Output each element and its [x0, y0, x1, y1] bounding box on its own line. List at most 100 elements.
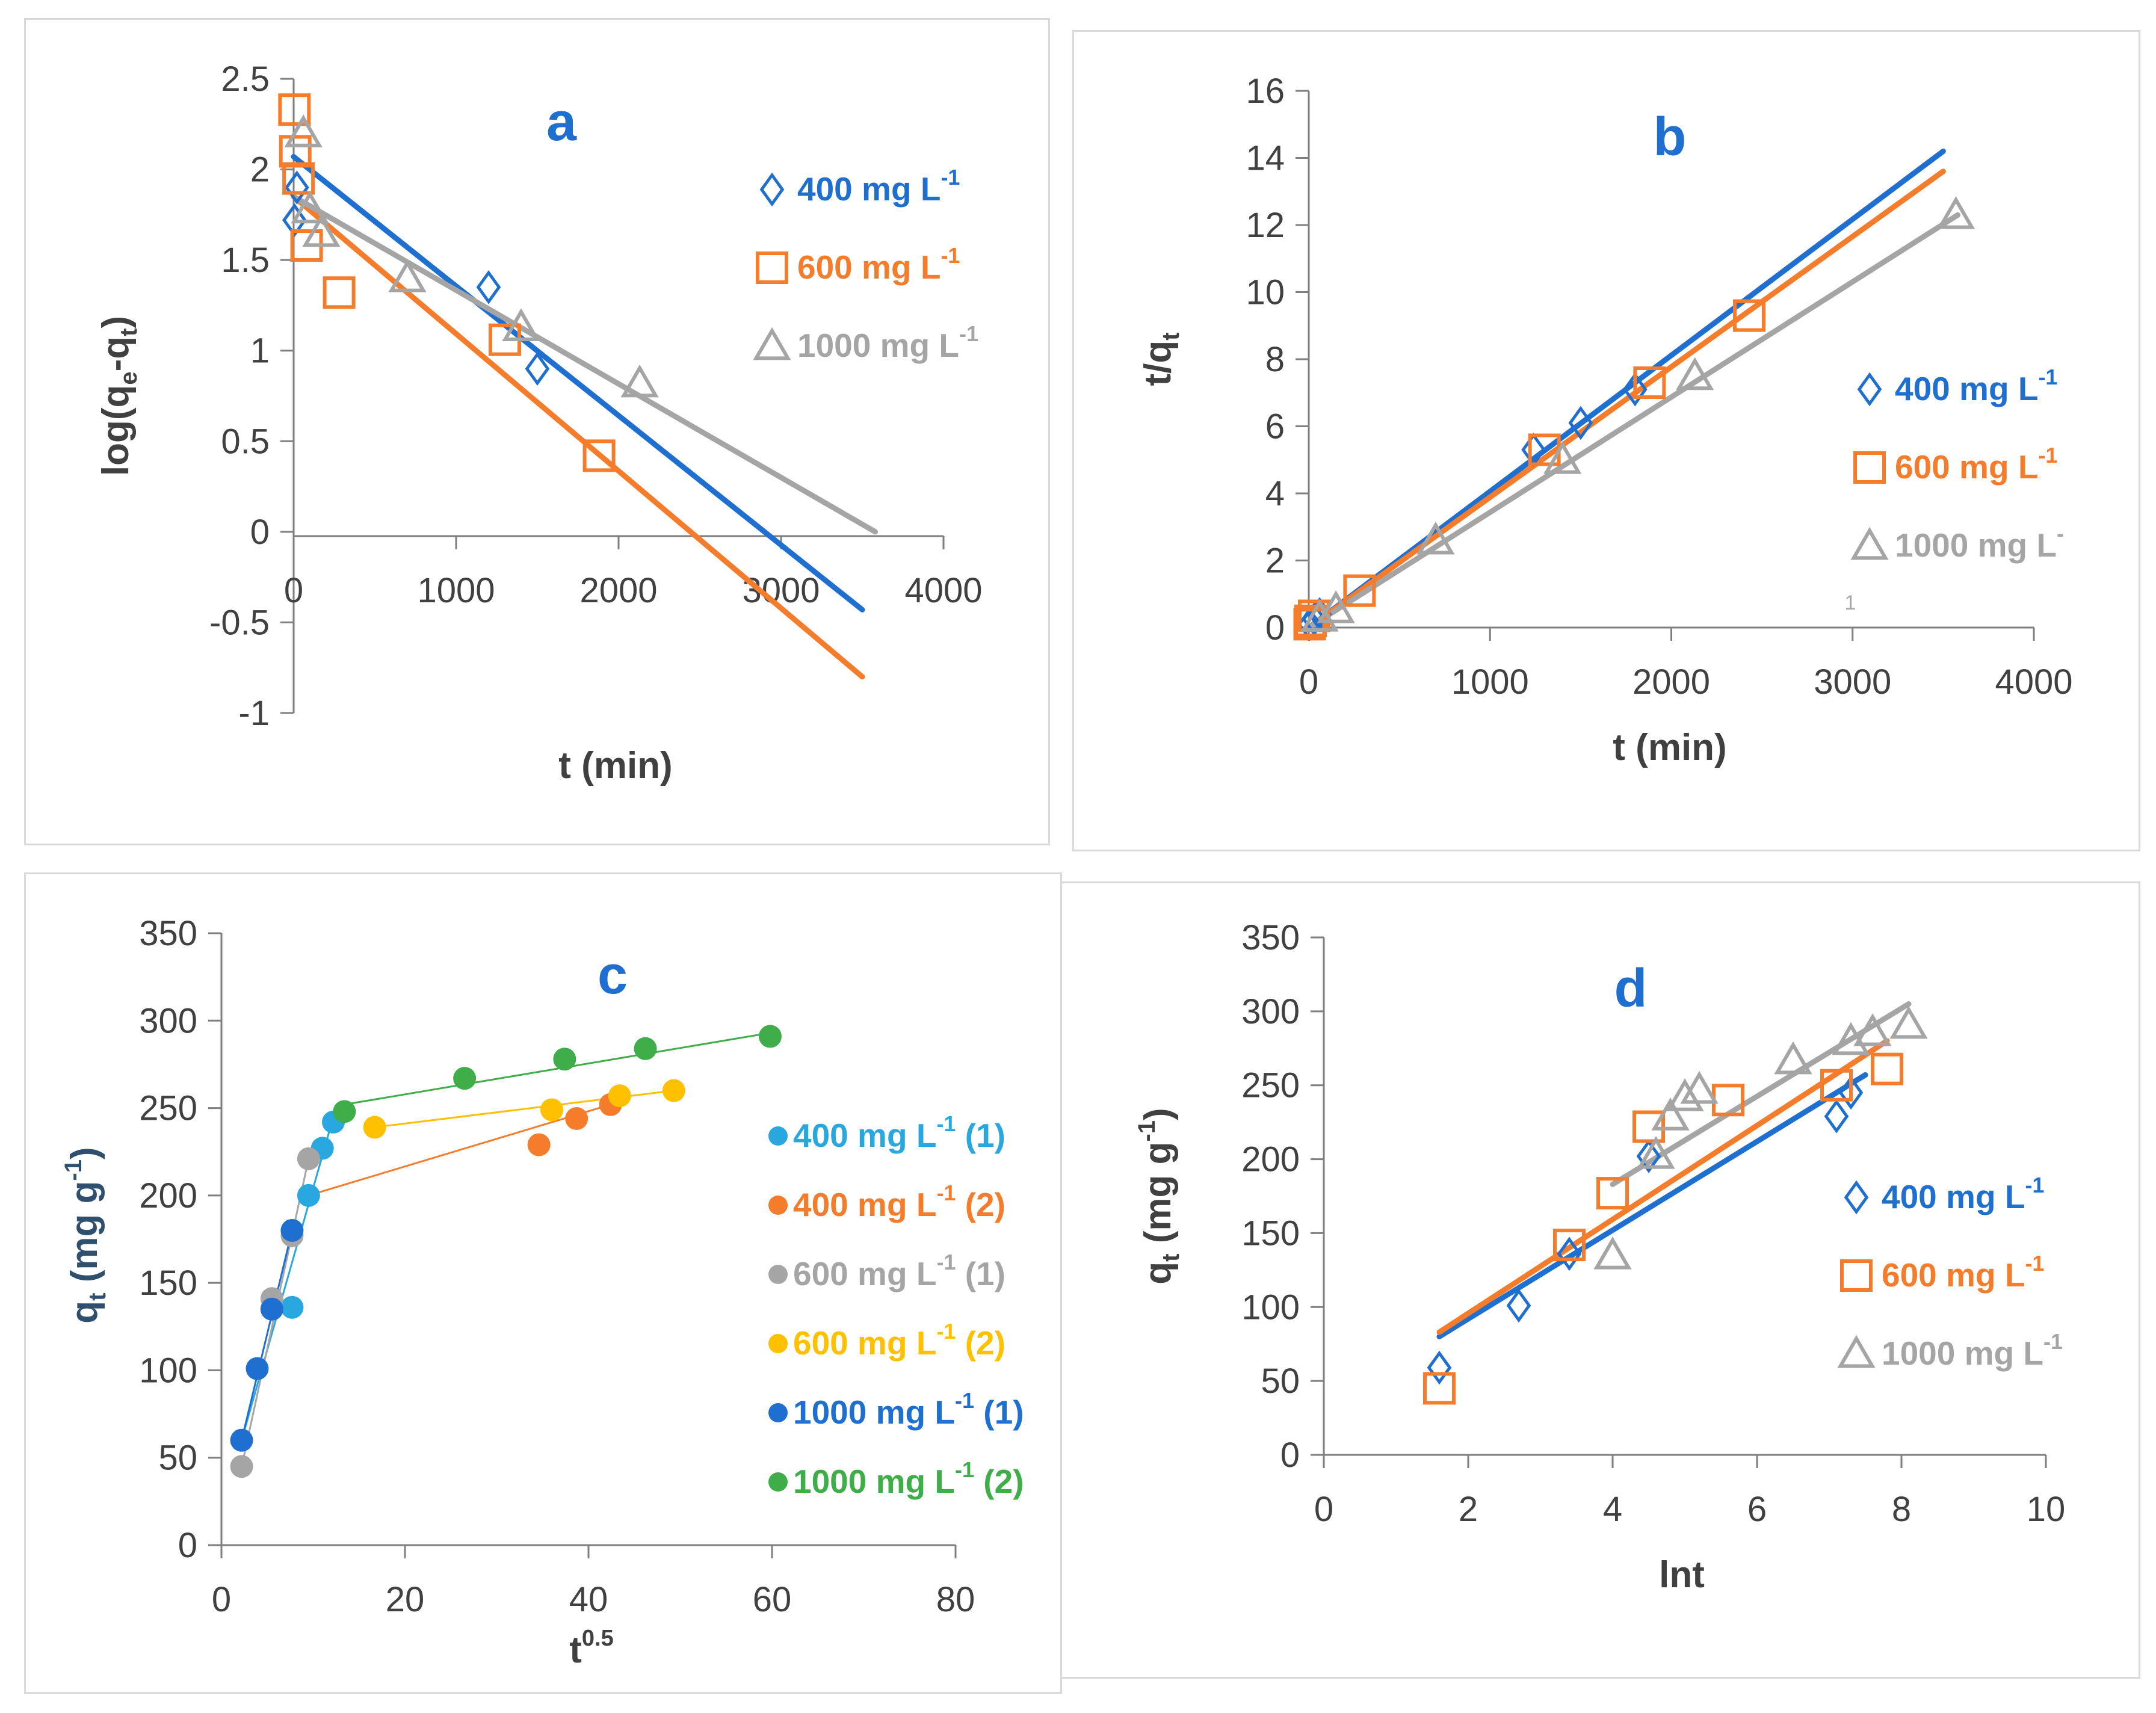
x-tick-label: 10 [2027, 1490, 2066, 1529]
data-point [1543, 441, 1582, 474]
x-tick-label: 60 [753, 1580, 792, 1619]
data-point [282, 203, 307, 238]
trend-line [241, 1116, 335, 1442]
y-tick-label: 300 [1241, 992, 1300, 1031]
y-axis-label: t/qt [1137, 332, 1184, 386]
trend-line [291, 153, 865, 613]
y-tick-label: 250 [139, 1089, 197, 1128]
y-tick-label: 12 [1246, 206, 1285, 245]
data-point [608, 1084, 631, 1108]
data-point [1317, 590, 1355, 623]
data-point [620, 364, 659, 398]
data-point [388, 259, 427, 292]
data-point [1343, 574, 1376, 607]
x-tick-label: 0 [284, 571, 303, 610]
data-point [1853, 1013, 1892, 1046]
data-point [230, 1428, 253, 1452]
data-point [297, 1147, 320, 1170]
x-tick-label: 8 [1892, 1490, 1911, 1529]
data-point [1553, 1229, 1586, 1262]
data-point [758, 1025, 782, 1048]
chart-c: 0 50 100 150 200 250 300 350 0 20 40 60 80 t0.5 qt (mg… [60, 914, 1024, 1671]
y-tick-label: 150 [139, 1264, 197, 1303]
y-tick-label: 250 [1241, 1066, 1300, 1105]
y-tick-label: 50 [158, 1439, 197, 1478]
legend-label: 1000 mg L-1 [797, 321, 978, 364]
trend-line [1436, 1038, 1890, 1335]
y-axis-label: qt (mg g-1) [60, 1147, 111, 1323]
legend-label: 1000 mg L-1 (2) [793, 1457, 1024, 1500]
y-tick-label: 1.5 [221, 241, 270, 280]
data-point [1838, 1075, 1864, 1110]
data-point [280, 1295, 304, 1319]
legend-marker [1837, 1335, 1876, 1368]
y-tick-label: 1 [250, 332, 270, 371]
panel-c: 0 50 100 150 200 250 300 350 0 20 40 60 80 t0.5 qt (mg… [24, 872, 1062, 1694]
y-tick-label: 150 [1241, 1214, 1300, 1253]
y-tick-label: 100 [139, 1351, 197, 1390]
y-tick-label: 350 [1241, 918, 1300, 957]
trend-line [1436, 1072, 1868, 1339]
data-point [1423, 1372, 1456, 1405]
x-tick-label: 40 [569, 1580, 608, 1619]
chart-b: 0 2 4 6 8 10 12 14 16 0 1000 2000 3000 4000 t (min) t/q… [1137, 72, 2073, 768]
y-tick-label: 6 [1265, 407, 1285, 446]
x-tick-label: 20 [386, 1580, 425, 1619]
data-point [1636, 1139, 1661, 1173]
trend-line [1306, 212, 1960, 631]
data-point [285, 170, 309, 205]
y-tick-label: 16 [1246, 72, 1285, 111]
y-tick-label: 14 [1246, 139, 1285, 178]
legend-marker [1850, 526, 1889, 560]
y-tick-label: 100 [1241, 1288, 1300, 1327]
data-point [1651, 1097, 1690, 1131]
y-tick-label: 200 [139, 1176, 197, 1215]
legend-marker [768, 1126, 788, 1146]
data-point [1596, 1177, 1629, 1210]
data-point [1557, 1236, 1582, 1271]
data-point [284, 114, 323, 147]
x-tick-label: 80 [936, 1580, 975, 1619]
trend-line [343, 1032, 771, 1106]
x-tick-label: 0 [1299, 662, 1318, 702]
panel-letter: c [598, 945, 628, 1005]
x-tick-label: 4000 [1995, 662, 2072, 702]
legend-marker [1844, 1180, 1869, 1215]
y-tick-label: 0 [250, 513, 270, 552]
y-tick-label: 0.5 [221, 422, 270, 461]
y-tick-label: 300 [139, 1001, 197, 1040]
data-point [1889, 1005, 1928, 1039]
x-tick-label: 6 [1747, 1490, 1767, 1529]
legend-marker [1853, 451, 1886, 484]
data-point [1427, 1350, 1452, 1385]
data-point [634, 1037, 657, 1060]
chart-d: 0 50 100 150 200 250 300 350 0 2 4 6 8 10 lnt qt (mg g-… [1134, 918, 2066, 1596]
y-tick-label: 2.5 [221, 60, 270, 99]
data-point [1622, 372, 1648, 407]
x-axis-label: t (min) [1613, 727, 1726, 768]
data-point [282, 162, 315, 195]
x-axis-label: lnt [1659, 1554, 1705, 1596]
data-point [291, 190, 329, 224]
legend-label: 400 mg L-1 [1895, 365, 2057, 407]
data-point [540, 1098, 563, 1122]
y-tick-label: -0.5 [209, 603, 270, 642]
y-tick-label: 10 [1246, 273, 1285, 312]
legend-marker [768, 1334, 788, 1353]
data-point [280, 1218, 304, 1242]
y-tick-label: 50 [1261, 1362, 1300, 1401]
legend-label: 600 mg L-1 (2) [793, 1319, 1005, 1362]
data-point [1633, 366, 1666, 400]
panel-letter: d [1614, 958, 1648, 1019]
trend-line [291, 194, 865, 680]
x-tick-label: 0 [1314, 1490, 1333, 1529]
data-point [1680, 1070, 1719, 1104]
y-tick-label: 0 [1280, 1436, 1300, 1475]
trend-line [307, 1103, 612, 1197]
y-tick-label: 2 [250, 150, 270, 190]
y-tick-label: 350 [139, 914, 197, 953]
legend-marker [768, 1472, 788, 1492]
legend-marker [768, 1265, 788, 1284]
legend-label: 1000 mg L-1 (1) [793, 1388, 1024, 1431]
legend-marker [1840, 1259, 1873, 1292]
